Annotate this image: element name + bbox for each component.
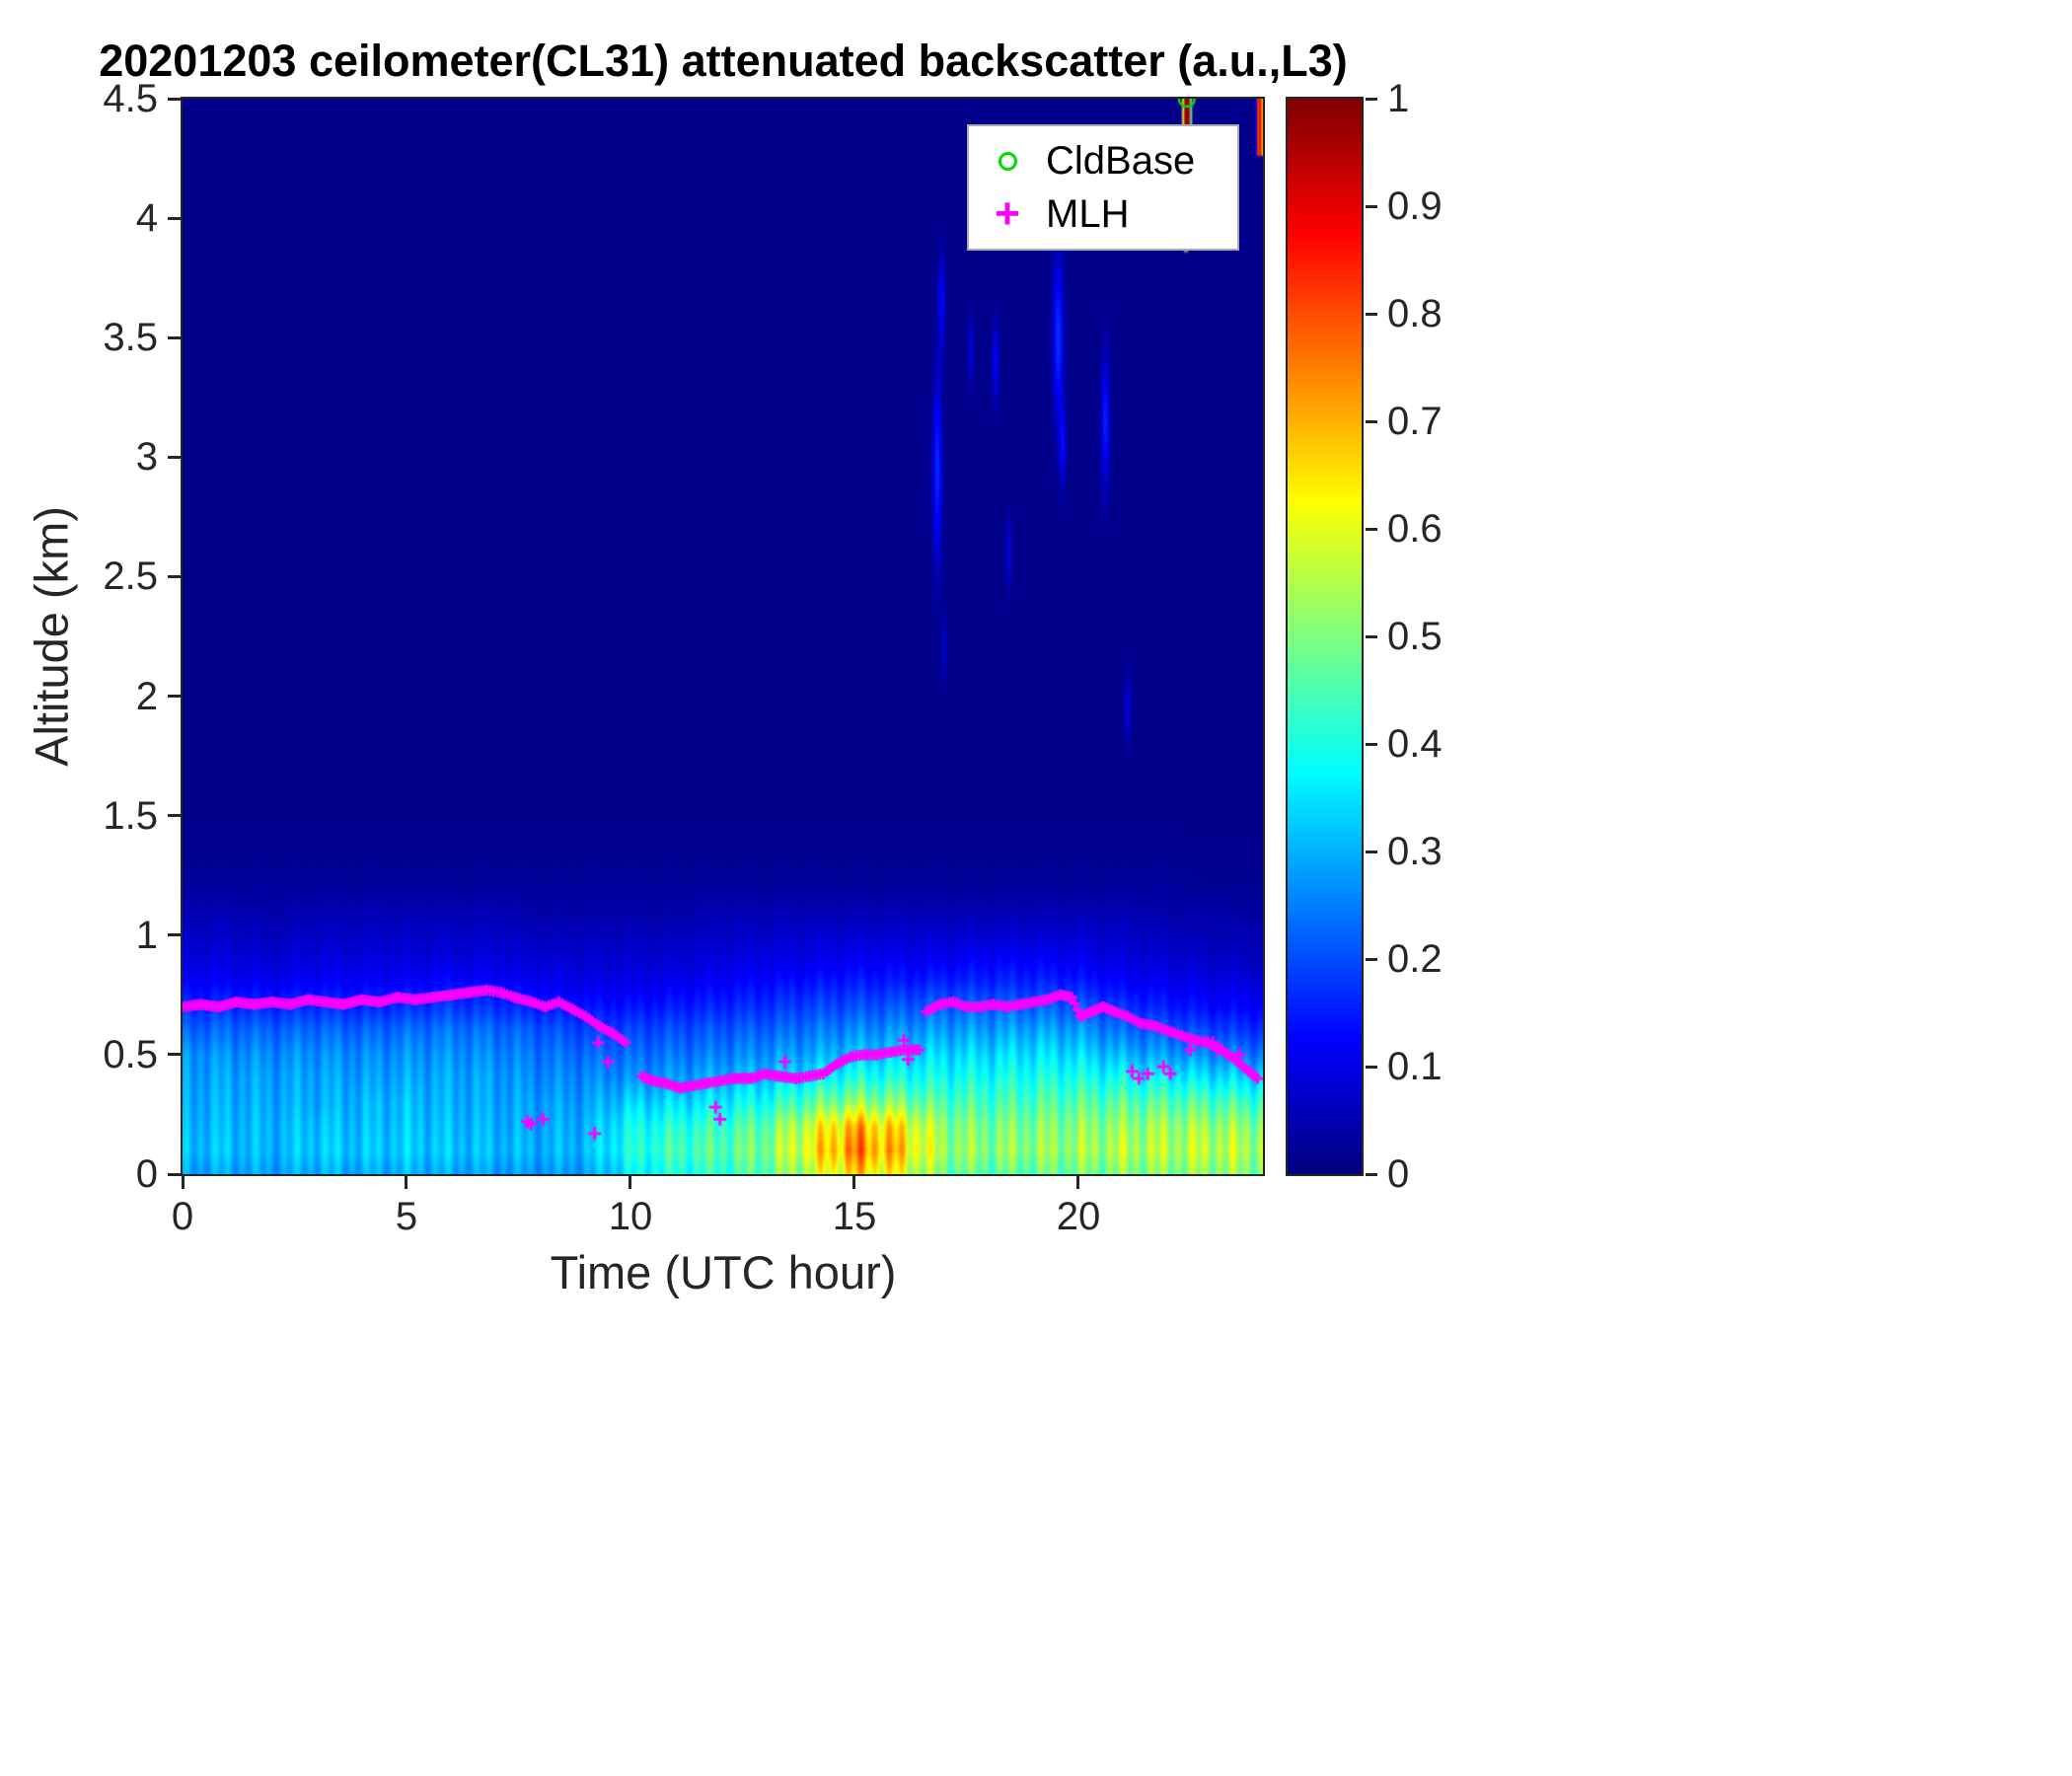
colorbar-tick xyxy=(1366,419,1377,423)
x-tick xyxy=(181,1176,185,1189)
x-tick xyxy=(1076,1176,1080,1189)
y-tick-label: 2.5 xyxy=(103,555,158,599)
cldbase-marker-cell xyxy=(969,151,1046,171)
colorbar-canvas xyxy=(1288,99,1362,1174)
colorbar-tick-label: 0 xyxy=(1387,1152,1410,1196)
x-tick-label: 10 xyxy=(608,1195,653,1238)
mlh-marker-cell: + xyxy=(969,192,1046,236)
x-tick-label: 20 xyxy=(1056,1195,1101,1238)
colorbar-tick-label: 0.2 xyxy=(1387,937,1443,981)
colorbar-tick xyxy=(1366,634,1377,638)
y-tick-label: 2 xyxy=(135,674,158,718)
x-tick xyxy=(852,1176,856,1189)
y-tick xyxy=(168,933,181,937)
y-tick-label: 4 xyxy=(135,196,158,241)
colorbar-tick xyxy=(1366,97,1377,101)
x-tick xyxy=(629,1176,632,1189)
x-tick-label: 5 xyxy=(395,1195,418,1238)
colorbar-tick-label: 1 xyxy=(1387,77,1410,120)
cldbase-marker-icon xyxy=(998,151,1017,171)
colorbar-tick xyxy=(1366,850,1377,853)
x-axis-label: Time (UTC hour) xyxy=(550,1246,897,1298)
x-tick xyxy=(405,1176,408,1189)
x-tick-label: 15 xyxy=(832,1195,877,1238)
colorbar-tick-label: 0.8 xyxy=(1387,292,1443,335)
y-tick xyxy=(168,695,181,699)
y-tick-label: 4.5 xyxy=(103,77,158,120)
colorbar-tick-label: 0.5 xyxy=(1387,615,1443,658)
colorbar-tick xyxy=(1366,957,1377,961)
legend-item-cldbase: CldBase xyxy=(969,134,1237,187)
colorbar-tick xyxy=(1366,204,1377,208)
y-tick xyxy=(168,97,181,101)
plot-area xyxy=(181,97,1265,1176)
y-tick-label: 0 xyxy=(135,1152,158,1196)
y-tick-label: 1.5 xyxy=(103,793,158,838)
heatmap-canvas xyxy=(183,99,1263,1174)
colorbar-tick-label: 0.9 xyxy=(1387,185,1443,228)
legend-item-mlh: + MLH xyxy=(969,187,1237,241)
y-tick-label: 3 xyxy=(135,435,158,480)
colorbar-tick-label: 0.3 xyxy=(1387,830,1443,873)
y-tick xyxy=(168,1053,181,1057)
y-tick-label: 0.5 xyxy=(103,1032,158,1076)
y-tick xyxy=(168,814,181,818)
mlh-marker-icon: + xyxy=(995,189,1020,238)
legend-label-cldbase: CldBase xyxy=(1046,138,1196,183)
y-tick-label: 3.5 xyxy=(103,316,158,360)
y-tick xyxy=(168,216,181,220)
colorbar-tick xyxy=(1366,312,1377,316)
colorbar-tick xyxy=(1366,527,1377,531)
colorbar-tick-label: 0.7 xyxy=(1387,400,1443,443)
chart-title: 20201203 ceilometer(CL31) attenuated bac… xyxy=(99,36,1348,86)
y-tick-label: 1 xyxy=(135,913,158,957)
y-tick xyxy=(168,455,181,459)
colorbar-tick-label: 0.4 xyxy=(1387,722,1443,766)
colorbar-tick-label: 0.1 xyxy=(1387,1045,1443,1088)
y-tick xyxy=(168,574,181,578)
colorbar-tick-label: 0.6 xyxy=(1387,507,1443,551)
colorbar-tick xyxy=(1366,1065,1377,1069)
colorbar-tick xyxy=(1366,1172,1377,1176)
y-tick xyxy=(168,1172,181,1176)
colorbar-tick xyxy=(1366,742,1377,746)
legend-label-mlh: MLH xyxy=(1046,191,1130,236)
colorbar xyxy=(1286,97,1364,1176)
x-tick-label: 0 xyxy=(171,1195,194,1238)
y-axis-label: Altitude (km) xyxy=(25,506,78,767)
legend: CldBase + MLH xyxy=(967,124,1239,251)
y-tick xyxy=(168,335,181,339)
